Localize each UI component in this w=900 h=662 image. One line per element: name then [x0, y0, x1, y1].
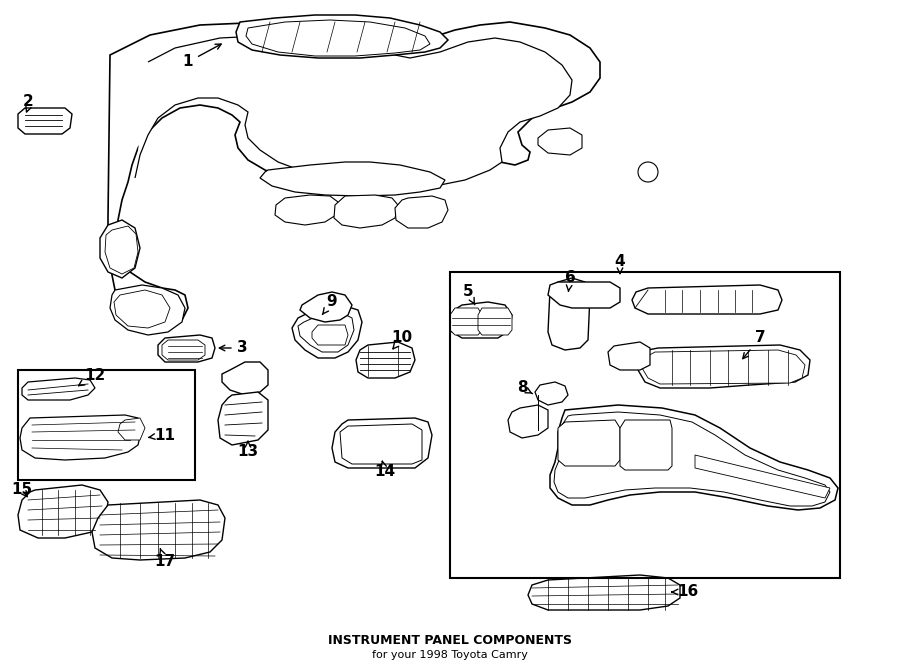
Polygon shape	[638, 345, 810, 388]
Polygon shape	[340, 424, 422, 464]
Text: 16: 16	[671, 585, 698, 600]
Polygon shape	[105, 226, 138, 274]
Polygon shape	[298, 312, 354, 352]
Polygon shape	[450, 308, 482, 335]
Text: 17: 17	[155, 549, 176, 569]
Polygon shape	[300, 292, 352, 322]
Polygon shape	[332, 418, 432, 468]
Text: 6: 6	[564, 271, 575, 291]
Polygon shape	[236, 15, 448, 58]
Polygon shape	[548, 278, 590, 350]
Polygon shape	[18, 108, 72, 134]
Polygon shape	[92, 500, 225, 560]
Polygon shape	[478, 308, 512, 335]
Polygon shape	[135, 35, 572, 188]
Text: 4: 4	[615, 254, 626, 273]
Text: 8: 8	[517, 381, 533, 395]
Polygon shape	[508, 405, 548, 438]
Polygon shape	[100, 220, 140, 278]
Polygon shape	[158, 335, 215, 362]
Text: 11: 11	[148, 428, 176, 442]
Polygon shape	[642, 350, 805, 384]
Polygon shape	[110, 285, 185, 335]
Polygon shape	[292, 305, 362, 358]
Text: 15: 15	[12, 483, 32, 498]
Text: 12: 12	[78, 367, 105, 386]
Polygon shape	[118, 418, 145, 440]
Polygon shape	[558, 420, 620, 466]
Text: 9: 9	[322, 295, 338, 314]
Polygon shape	[528, 575, 680, 610]
Text: 5: 5	[463, 285, 475, 305]
Bar	[450, 272, 840, 578]
Polygon shape	[114, 290, 170, 328]
Polygon shape	[22, 378, 95, 400]
Polygon shape	[334, 195, 398, 228]
Polygon shape	[18, 485, 108, 538]
Polygon shape	[554, 412, 830, 506]
Polygon shape	[275, 195, 338, 225]
Polygon shape	[538, 128, 582, 155]
Polygon shape	[395, 196, 448, 228]
Text: 14: 14	[374, 461, 396, 479]
Polygon shape	[312, 325, 348, 345]
Polygon shape	[162, 340, 205, 360]
Polygon shape	[695, 455, 830, 498]
Polygon shape	[535, 382, 568, 405]
Polygon shape	[246, 20, 430, 56]
Polygon shape	[550, 405, 838, 510]
Polygon shape	[108, 22, 600, 332]
Polygon shape	[222, 362, 268, 395]
Text: for your 1998 Toyota Camry: for your 1998 Toyota Camry	[372, 650, 528, 660]
Text: 7: 7	[742, 330, 765, 359]
Bar	[18, 370, 195, 480]
Polygon shape	[632, 285, 782, 314]
Polygon shape	[356, 342, 415, 378]
Polygon shape	[260, 162, 445, 196]
Text: 3: 3	[220, 340, 248, 355]
Polygon shape	[608, 342, 650, 370]
Text: 13: 13	[238, 442, 258, 459]
Polygon shape	[218, 392, 268, 445]
Polygon shape	[450, 302, 512, 338]
Polygon shape	[20, 415, 142, 460]
Text: 2: 2	[22, 95, 33, 109]
Text: 10: 10	[392, 330, 412, 349]
Text: 1: 1	[183, 44, 221, 70]
Polygon shape	[548, 282, 620, 308]
Polygon shape	[620, 420, 672, 470]
Text: INSTRUMENT PANEL COMPONENTS: INSTRUMENT PANEL COMPONENTS	[328, 634, 572, 647]
